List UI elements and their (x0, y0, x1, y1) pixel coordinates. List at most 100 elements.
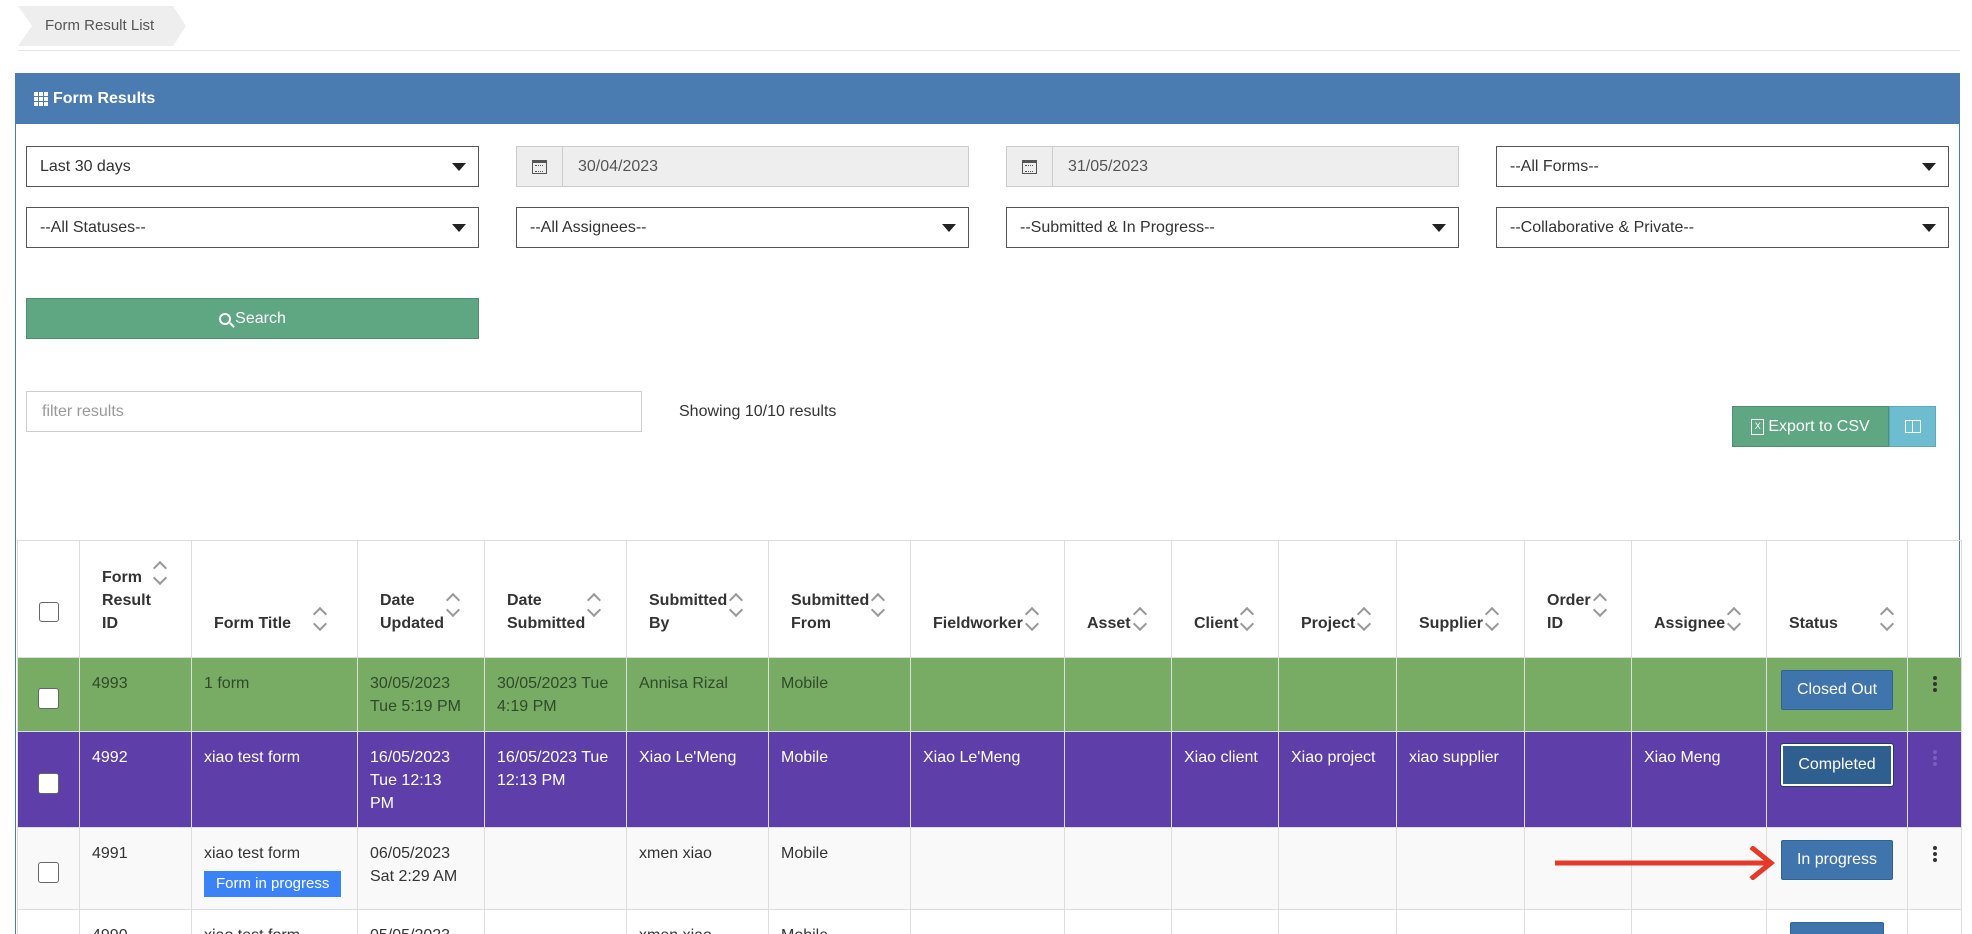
sort-icon (446, 591, 460, 621)
cell-asset (1064, 731, 1172, 828)
cell-title: xiao test form (191, 909, 358, 934)
date-from-value: 30/04/2023 (563, 147, 968, 186)
export-csv-button[interactable]: X Export to CSV (1732, 406, 1889, 447)
statuses-select[interactable]: --All Statuses-- (26, 207, 479, 248)
table-row[interactable]: 4992 xiao test form 16/05/2023 Tue 12:13 P… (17, 731, 1962, 828)
col-supplier[interactable]: Supplier (1396, 540, 1525, 658)
cell-status (1766, 909, 1908, 934)
cell-fieldworker (910, 827, 1065, 910)
cell-assignee (1631, 909, 1767, 934)
row-checkbox[interactable] (38, 861, 59, 883)
date-from-field[interactable]: 30/04/2023 (516, 146, 969, 187)
col-submitted-by[interactable]: Submitted By (626, 540, 769, 658)
status-button[interactable] (1789, 922, 1885, 934)
table-row[interactable]: 4990 xiao test form 05/05/2023 xmen xiao… (17, 909, 1962, 934)
cell-project (1278, 657, 1397, 732)
cell-submitted-by: xmen xiao (626, 827, 769, 910)
table-row[interactable]: 4993 1 form 30/05/2023 Tue 5:19 PM 30/05/… (17, 657, 1962, 732)
calendar-addon (517, 147, 563, 186)
form-results-panel: Form Results (15, 73, 1960, 934)
cell-client (1171, 827, 1279, 910)
col-client[interactable]: Client (1171, 540, 1279, 658)
col-date-submitted[interactable]: Date Submitted (484, 540, 627, 658)
status-button[interactable]: In progress (1780, 840, 1894, 880)
cell-date-submitted (484, 827, 627, 910)
cell-actions (1907, 657, 1962, 732)
cell-asset (1064, 827, 1172, 910)
cell-date-updated: 05/05/2023 (357, 909, 485, 934)
submission-status-value: --Submitted & In Progress-- (1020, 218, 1215, 236)
submission-status-select[interactable]: --Submitted & In Progress-- (1006, 207, 1459, 248)
cell-assignee: Xiao Meng (1631, 731, 1767, 828)
grid-icon (34, 92, 48, 106)
assignees-select-value: --All Assignees-- (530, 218, 647, 236)
results-count: Showing 10/10 results (679, 403, 837, 420)
cell-project (1278, 909, 1397, 934)
col-fieldworker[interactable]: Fieldworker (910, 540, 1065, 658)
cell-date-submitted (484, 909, 627, 934)
select-all-header (17, 540, 80, 658)
sort-icon (153, 559, 167, 589)
date-to-field[interactable]: 31/05/2023 (1006, 146, 1459, 187)
cell-id: 4990 (79, 909, 192, 934)
row-checkbox[interactable] (38, 687, 59, 709)
more-vertical-icon[interactable] (1932, 846, 1937, 864)
col-form-title[interactable]: Form Title (191, 540, 358, 658)
form-results-table: Form Result ID Form Title Date Updated Date… (17, 540, 1962, 934)
cell-submitted-from: Mobile (768, 909, 911, 934)
col-assignee[interactable]: Assignee (1631, 540, 1767, 658)
filter-results-input[interactable] (26, 391, 642, 432)
col-date-updated[interactable]: Date Updated (357, 540, 485, 658)
cell-order-id (1524, 657, 1632, 732)
cell-date-updated: 16/05/2023 Tue 12:13 PM (357, 731, 485, 828)
col-order-id[interactable]: Order ID (1524, 540, 1632, 658)
cell-actions (1907, 909, 1962, 934)
cell-fieldworker: Xiao Le'Meng (910, 731, 1065, 828)
cell-id: 4993 (79, 657, 192, 732)
cell-date-submitted: 30/05/2023 Tue 4:19 PM (484, 657, 627, 732)
col-asset[interactable]: Asset (1064, 540, 1172, 658)
search-button-label: Search (235, 309, 286, 327)
sort-icon (1485, 605, 1499, 635)
visibility-select[interactable]: --Collaborative & Private-- (1496, 207, 1949, 248)
breadcrumb: Form Result List (18, 0, 1960, 51)
more-vertical-icon[interactable] (1932, 676, 1937, 694)
more-vertical-icon[interactable] (1932, 750, 1937, 768)
col-submitted-from[interactable]: Submitted From (768, 540, 911, 658)
sort-icon (1880, 605, 1894, 635)
assignees-select[interactable]: --All Assignees-- (516, 207, 969, 248)
sort-icon (1593, 591, 1607, 621)
search-button[interactable]: Search (26, 298, 479, 339)
status-button[interactable]: Completed (1780, 743, 1894, 787)
cell-supplier: xiao supplier (1396, 731, 1525, 828)
select-all-checkbox[interactable] (38, 602, 59, 622)
status-button[interactable]: Closed Out (1780, 670, 1894, 710)
col-status[interactable]: Status (1766, 540, 1908, 658)
chevron-down-icon (1432, 224, 1446, 232)
cell-client (1171, 657, 1279, 732)
cell-date-updated: 06/05/2023 Sat 2:29 AM (357, 827, 485, 910)
cell-supplier (1396, 827, 1525, 910)
column-toggle-button[interactable] (1889, 406, 1936, 447)
row-checkbox[interactable] (38, 772, 59, 794)
cell-submitted-by: Annisa Rizal (626, 657, 769, 732)
cell-supplier (1396, 657, 1525, 732)
table-row[interactable]: 4991 xiao test form Form in progress 06/0… (17, 827, 1962, 910)
cell-title: xiao test form (191, 731, 358, 828)
form-in-progress-badge[interactable]: Form in progress (204, 871, 342, 897)
col-project[interactable]: Project (1278, 540, 1397, 658)
cell-actions (1907, 731, 1962, 828)
forms-select[interactable]: --All Forms-- (1496, 146, 1949, 187)
col-form-result-id[interactable]: Form Result ID (79, 540, 192, 658)
breadcrumb-item-form-result-list[interactable]: Form Result List (18, 6, 186, 46)
row-select-cell (17, 731, 80, 828)
sort-icon (1133, 605, 1147, 635)
cell-title: xiao test form Form in progress (191, 827, 358, 910)
calendar-icon (1022, 159, 1037, 174)
panel-header: Form Results (16, 74, 1959, 124)
chevron-down-icon (1922, 163, 1936, 171)
excel-file-icon: X (1751, 418, 1765, 435)
date-range-select[interactable]: Last 30 days (26, 146, 479, 187)
sort-icon (1240, 605, 1254, 635)
cell-order-id (1524, 731, 1632, 828)
